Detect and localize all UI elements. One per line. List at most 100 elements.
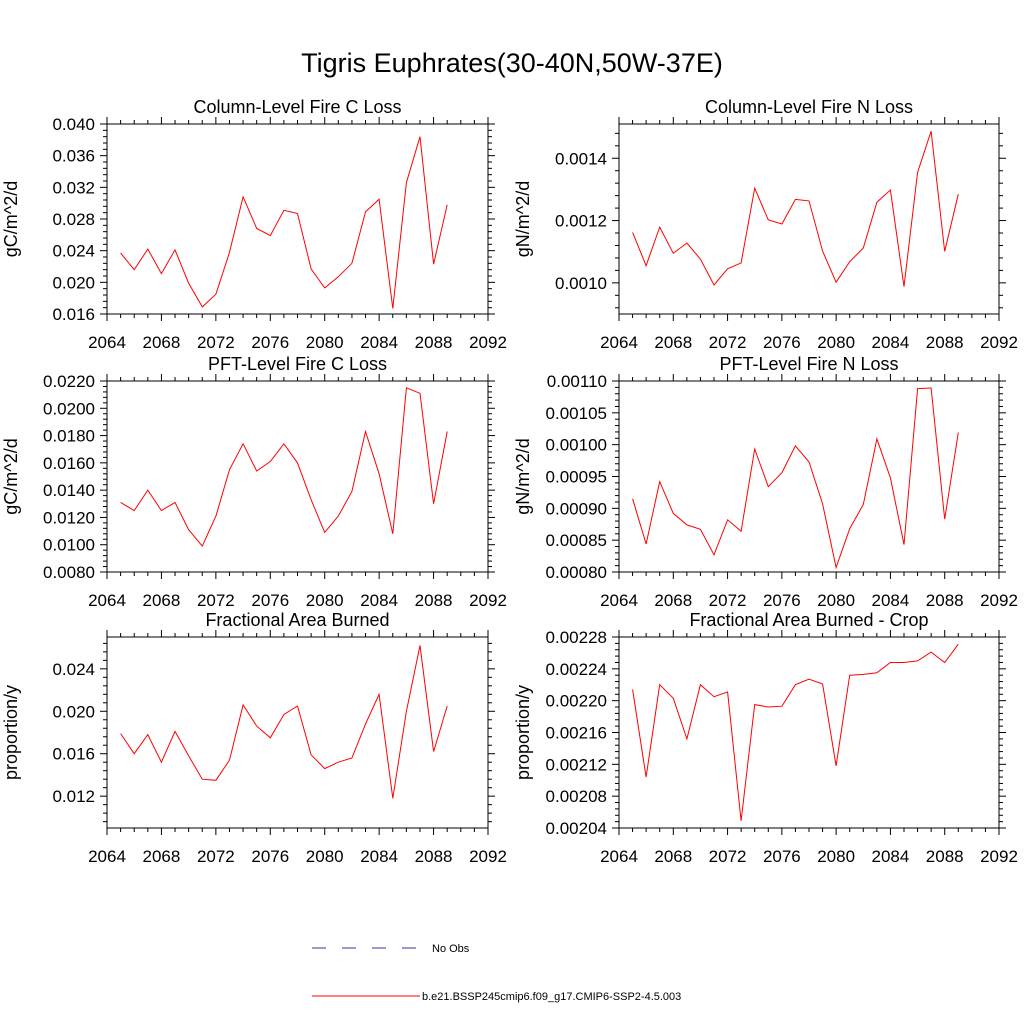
y-axis-label: gN/m^2/d [513,438,533,514]
y-tick-label: 0.0200 [43,399,95,418]
x-tick-label: 2064 [88,591,126,610]
y-tick-label: 0.00228 [546,628,607,647]
x-tick-label: 2076 [251,591,289,610]
panel-title: Fractional Area Burned [205,610,389,630]
y-tick-label: 0.0160 [43,454,95,473]
y-tick-label: 0.00110 [547,372,607,391]
y-tick-label: 0.024 [52,242,95,261]
x-tick-label: 2072 [709,847,747,866]
x-tick-label: 2076 [251,333,289,352]
x-tick-label: 2068 [143,591,181,610]
figure-title: Tigris Euphrates(30-40N,50W-37E) [301,48,723,78]
x-tick-label: 2080 [817,591,855,610]
x-tick-label: 2072 [197,847,235,866]
y-tick-label: 0.00105 [546,404,607,423]
y-tick-label: 0.0014 [555,149,607,168]
y-tick-label: 0.00095 [546,468,607,487]
x-tick-label: 2080 [306,847,344,866]
x-tick-label: 2064 [88,333,126,352]
plot-frame [106,380,489,573]
panel-3: 2064 2068 2072 2076 2080 2084 2088 2092 0.0080 0.… [1,354,507,610]
y-tick-label: 0.00100 [546,436,607,455]
x-tick-label: 2076 [763,591,801,610]
series-line [632,131,959,287]
panel-1: 2064 2068 2072 2076 2080 2084 2088 2092 0.016 0.0… [1,97,507,352]
x-tick-label: 2064 [600,847,638,866]
panel-title: Column-Level Fire C Loss [193,97,401,117]
x-tick-label: 2072 [197,333,235,352]
plot-frame [618,123,1000,315]
y-tick-label: 0.0180 [43,427,95,446]
legend: No Obs b.e21.BSSP245cmip6.f09_g17.CMIP6-S… [312,943,681,1003]
x-tick-label: 2084 [872,333,910,352]
series-line [120,387,448,548]
x-tick-label: 2068 [143,847,181,866]
panel-title: Column-Level Fire N Loss [705,97,913,117]
panel-2: 2064 2068 2072 2076 2080 2084 2088 2092 0.0010 0.… [513,97,1018,352]
x-tick-label: 2068 [654,591,692,610]
x-tick-label: 2088 [926,333,964,352]
x-tick-label: 2068 [143,333,181,352]
plot-frame [618,380,1000,573]
y-tick-label: 0.0080 [43,563,95,582]
x-tick-label: 2084 [360,333,398,352]
y-tick-label: 0.00216 [546,724,607,743]
x-tick-label: 2092 [980,591,1018,610]
panel-5: 2064 2068 2072 2076 2080 2084 2088 2092 0.012 0.0… [1,610,507,866]
x-tick-label: 2092 [469,591,507,610]
panel-title: Fractional Area Burned - Crop [689,610,928,630]
x-tick-label: 2088 [415,333,453,352]
y-tick-label: 0.024 [52,660,95,679]
x-tick-label: 2072 [197,591,235,610]
x-tick-label: 2088 [926,591,964,610]
y-axis-label: gC/m^2/d [1,181,21,257]
y-tick-label: 0.00212 [546,755,607,774]
y-tick-label: 0.00224 [546,660,607,679]
y-tick-label: 0.00204 [546,819,607,838]
y-tick-label: 0.0010 [555,274,607,293]
x-tick-label: 2080 [817,333,855,352]
x-tick-label: 2088 [415,591,453,610]
x-tick-label: 2064 [600,591,638,610]
panel-6: 2064 2068 2072 2076 2080 2084 2088 2092 0.00204 0… [513,610,1018,866]
y-tick-label: 0.016 [52,745,95,764]
panel-title: PFT-Level Fire N Loss [719,354,898,374]
x-tick-label: 2084 [872,591,910,610]
series-line [632,643,959,821]
x-tick-label: 2092 [980,847,1018,866]
x-tick-label: 2068 [654,847,692,866]
y-tick-label: 0.00220 [546,692,607,711]
legend-label-model: b.e21.BSSP245cmip6.f09_g17.CMIP6-SSP2-4.… [422,991,681,1003]
x-tick-label: 2084 [360,847,398,866]
y-tick-label: 0.020 [52,702,95,721]
y-axis-label: proportion/y [513,685,533,780]
x-tick-label: 2072 [709,333,747,352]
y-axis-label: proportion/y [1,685,21,780]
y-tick-label: 0.0140 [43,481,95,500]
x-tick-label: 2080 [306,333,344,352]
y-tick-label: 0.00208 [546,787,607,806]
x-tick-label: 2068 [654,333,692,352]
x-tick-label: 2092 [469,333,507,352]
y-tick-label: 0.016 [52,305,95,324]
y-tick-label: 0.0220 [43,372,95,391]
y-tick-label: 0.020 [52,273,95,292]
x-tick-label: 2088 [415,847,453,866]
x-tick-label: 2076 [763,333,801,352]
x-tick-label: 2084 [872,847,910,866]
plot-frame [106,123,489,315]
series-line [120,136,448,309]
y-tick-label: 0.0120 [43,508,95,527]
y-tick-label: 0.032 [52,178,95,197]
y-tick-label: 0.00080 [546,563,607,582]
y-tick-label: 0.012 [52,787,95,806]
y-tick-label: 0.040 [52,115,95,134]
x-tick-label: 2080 [306,591,344,610]
x-tick-label: 2080 [817,847,855,866]
y-tick-label: 0.00090 [546,499,607,518]
legend-label-no-obs: No Obs [432,943,470,955]
x-tick-label: 2084 [360,591,398,610]
y-tick-label: 0.036 [52,147,95,166]
x-tick-label: 2088 [926,847,964,866]
